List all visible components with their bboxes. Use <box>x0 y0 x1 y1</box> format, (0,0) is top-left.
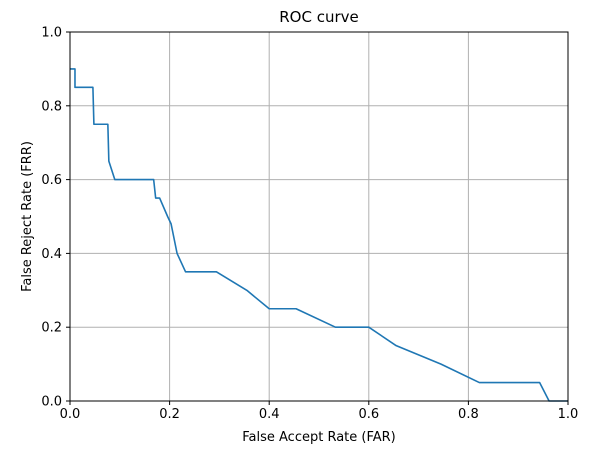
plot-frame <box>69 31 569 402</box>
y-tick-label: 0.4 <box>41 247 62 262</box>
y-axis-label: False Reject Rate (FRR) <box>20 141 35 292</box>
y-tick-label: 1.0 <box>41 26 62 41</box>
x-tick-label: 0.8 <box>458 407 479 422</box>
x-tick-label: 0.4 <box>259 407 280 422</box>
x-tick-label: 1.0 <box>558 407 579 422</box>
tick-layer: 0.0 0.2 0.4 0.6 0.8 1.0 0.0 0.2 0.4 0.6 0.8 1.0 <box>41 26 578 423</box>
y-tick-label: 0.2 <box>41 321 62 336</box>
x-tick-label: 0.2 <box>159 407 180 422</box>
y-tick-label: 0.0 <box>41 395 62 410</box>
series-layer <box>70 68 568 402</box>
roc-series-line <box>70 68 568 402</box>
x-axis-label: False Accept Rate (FAR) <box>242 430 396 445</box>
x-tick-label: 0.0 <box>60 407 81 422</box>
grid-layer <box>69 31 569 402</box>
x-tick-label: 0.6 <box>358 407 379 422</box>
y-tick-label: 0.8 <box>41 99 62 114</box>
y-tick-label: 0.6 <box>41 173 62 188</box>
chart-title: ROC curve <box>279 8 359 26</box>
